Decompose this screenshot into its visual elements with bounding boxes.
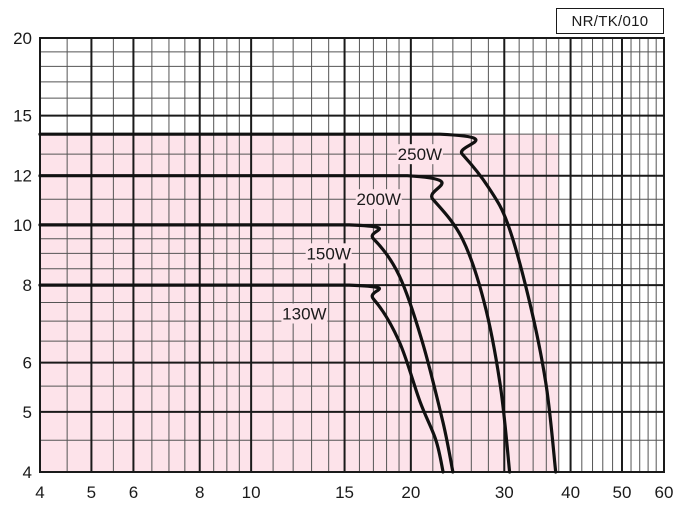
y-tick-label: 4: [23, 463, 32, 482]
y-tick-label: 6: [23, 354, 32, 373]
shaded-operating-region: [40, 134, 559, 473]
series-label-250w: 250W: [398, 145, 442, 164]
series-labels: 250W 200W 150W 130W: [281, 144, 443, 324]
x-tick-label: 50: [613, 483, 632, 502]
x-tick-label: 6: [129, 483, 138, 502]
y-tick-label: 10: [13, 216, 32, 235]
chart-code-label: NR/TK/010: [556, 8, 664, 34]
series-label-bg: [396, 144, 443, 165]
x-tick-label: 8: [195, 483, 204, 502]
x-tick-label: 60: [655, 483, 674, 502]
series-label-200w: 200W: [357, 190, 401, 209]
x-tick-label: 4: [35, 483, 44, 502]
shaded-region: [40, 134, 559, 473]
x-tick-label: 15: [335, 483, 354, 502]
series-curves: [38, 132, 558, 474]
series-label-150w: 150W: [306, 244, 350, 263]
x-tick-label: 20: [401, 483, 420, 502]
y-tick-label: 12: [13, 167, 32, 186]
y-tick-label: 20: [13, 29, 32, 48]
x-tick-label: 40: [561, 483, 580, 502]
series-curve-200w: [38, 174, 512, 474]
x-tick-label: 30: [495, 483, 514, 502]
plot-border: [39, 37, 665, 473]
series-curve-250w: [38, 132, 558, 474]
grid: [39, 37, 665, 473]
series-label-bg: [281, 303, 328, 324]
x-axis-ticks: 4 5 6 8 10 15 20 30 40 50 60: [35, 483, 673, 502]
y-tick-label: 8: [23, 276, 32, 295]
y-axis-ticks: 4 5 6 8 10 12 15 20: [13, 29, 32, 482]
x-tick-label: 10: [242, 483, 261, 502]
series-curve-130w: [38, 283, 445, 474]
y-tick-label: 15: [13, 107, 32, 126]
series-curve-150w: [38, 223, 455, 474]
x-tick-label: 5: [87, 483, 96, 502]
series-label-bg: [305, 243, 352, 264]
series-label-bg: [355, 189, 402, 210]
y-tick-label: 5: [23, 403, 32, 422]
series-label-130w: 130W: [282, 304, 326, 323]
